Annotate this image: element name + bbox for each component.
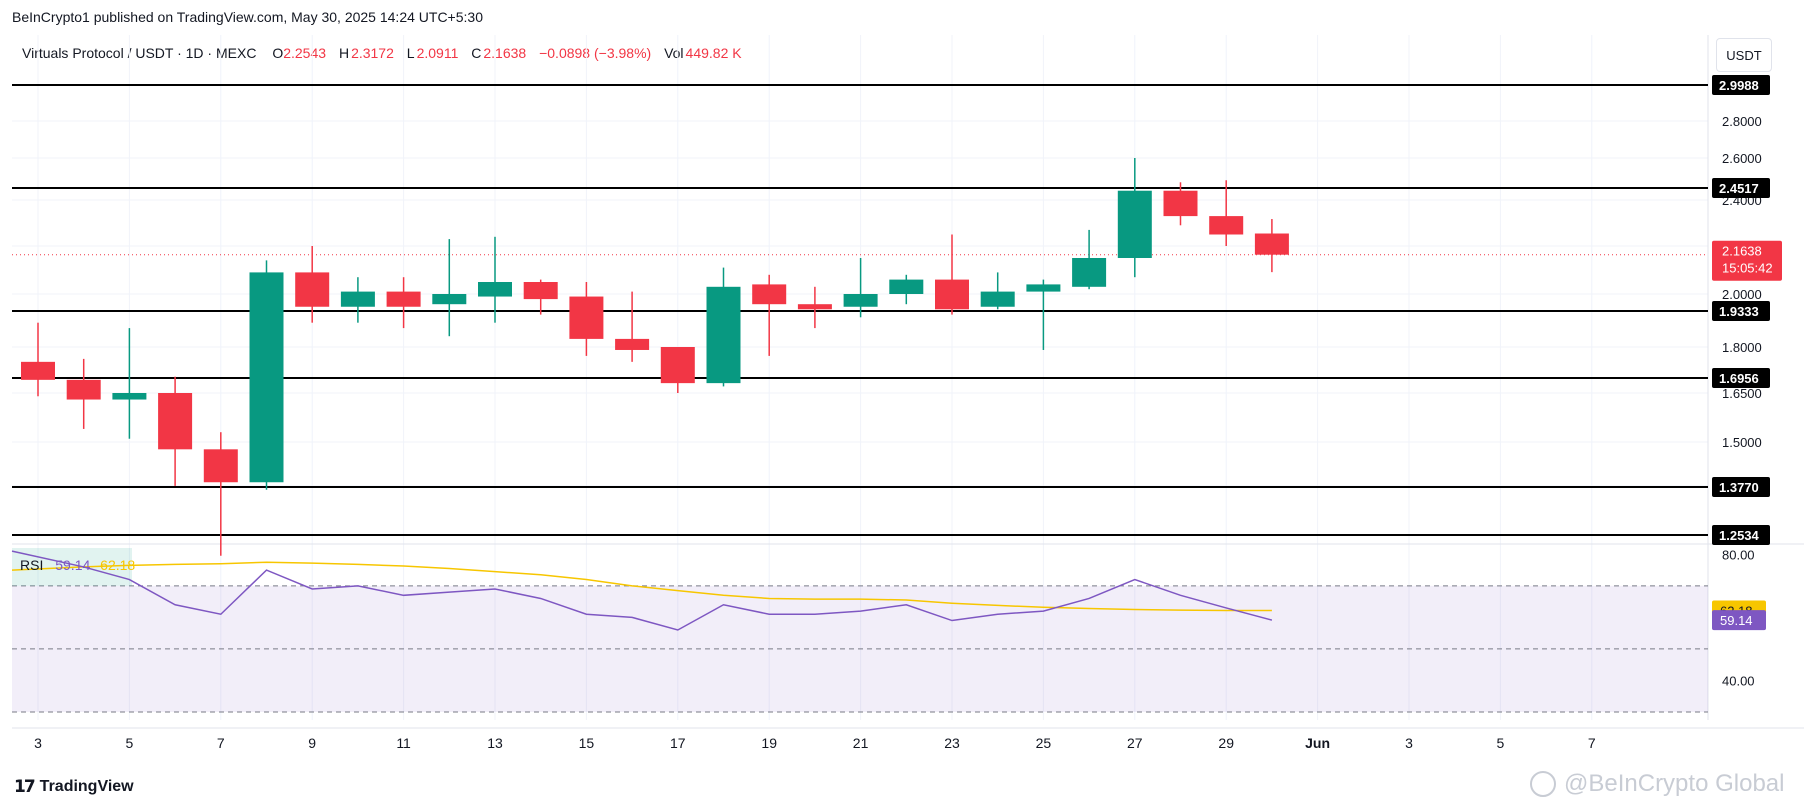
volume-label: Vol (664, 45, 684, 61)
price-tick-label: 2.8000 (1722, 114, 1762, 129)
time-tick-label: 23 (944, 735, 960, 751)
candle-body[interactable] (340, 291, 375, 307)
close-label: C (471, 45, 482, 61)
time-tick-label: 5 (126, 735, 134, 751)
candle-body[interactable] (1163, 190, 1198, 217)
tradingview-logo[interactable]: 𝟭𝟳 TradingView (14, 777, 134, 797)
price-tick-label: 1.5000 (1722, 435, 1762, 450)
candle-body[interactable] (203, 449, 238, 483)
publish-info: BeInCrypto1 published on TradingView.com… (12, 9, 483, 25)
candle-body[interactable] (1209, 216, 1244, 235)
tradingview-logo-text: TradingView (39, 778, 134, 795)
rsi-value-tag (1712, 610, 1766, 631)
volume-value: 449.82 K (685, 45, 742, 61)
time-tick-label: 7 (217, 735, 225, 751)
close-value: 2.1638 (483, 45, 527, 61)
open-label: O (272, 45, 284, 61)
level-price-label: 1.3770 (1719, 480, 1759, 495)
candle-body[interactable] (889, 279, 924, 294)
level-price-tag (1712, 477, 1770, 497)
time-tick-label: 15 (579, 735, 595, 751)
tradingview-logo-icon: 𝟭𝟳 (14, 777, 36, 796)
level-price-label: 2.9988 (1719, 78, 1759, 93)
time-tick-label: 19 (761, 735, 777, 751)
time-tick-label: 3 (34, 735, 42, 751)
level-price-tag (1712, 75, 1770, 95)
symbol-name[interactable]: Virtuals Protocol / USDT · 1D · MEXC (22, 45, 257, 61)
time-tick-label: 9 (308, 735, 316, 751)
candle-body[interactable] (615, 338, 650, 350)
level-price-tag (1712, 301, 1770, 321)
candle-body[interactable] (21, 361, 55, 380)
candle-body[interactable] (1072, 258, 1107, 287)
price-tick-label: 2.0000 (1722, 287, 1762, 302)
watermark-text: @BeInCrypto Global (1564, 770, 1785, 797)
candle-body[interactable] (752, 284, 787, 305)
watermark-icon (1530, 771, 1556, 797)
low-value: 2.0911 (416, 45, 459, 61)
level-price-label: 1.9333 (1719, 304, 1759, 319)
candle-body[interactable] (1254, 233, 1289, 255)
countdown-label: 15:05:42 (1722, 261, 1773, 276)
open-value: 2.2543 (283, 45, 327, 61)
rsi-ma-value: 62.18 (100, 557, 136, 573)
time-tick-label: 17 (670, 735, 686, 751)
time-tick-label: 25 (1036, 735, 1052, 751)
level-price-label: 1.6956 (1719, 371, 1759, 386)
currency-selector[interactable]: USDT (1716, 38, 1772, 72)
candle-body[interactable] (158, 393, 193, 450)
time-tick-label: 29 (1218, 735, 1234, 751)
candle-body[interactable] (112, 393, 147, 400)
symbol-legend: Virtuals Protocol / USDT · 1D · MEXC O2.… (22, 45, 751, 61)
level-price-label: 2.4517 (1719, 181, 1759, 196)
candle-body[interactable] (843, 294, 878, 307)
candle-body[interactable] (797, 304, 832, 310)
candle-body[interactable] (523, 282, 558, 300)
time-tick-label: 11 (396, 735, 411, 751)
price-tick-label: 1.8000 (1722, 340, 1762, 355)
candle-body[interactable] (980, 291, 1015, 307)
last-price-tag (1712, 240, 1782, 281)
level-price-label: 1.2534 (1719, 528, 1760, 543)
rsi-name[interactable]: RSI (20, 557, 44, 573)
candle-body[interactable] (249, 272, 284, 483)
price-tick-label: 2.6000 (1722, 151, 1762, 166)
rsi-value-tag-label: 59.14 (1720, 613, 1753, 628)
rsi-legend: RSI 59.14 62.18 (20, 557, 135, 573)
level-price-tag (1712, 368, 1770, 388)
time-tick-label: 13 (487, 735, 503, 751)
rsi-value: 59.14 (55, 557, 91, 573)
rsi-line[interactable] (11, 550, 1273, 631)
candle-body[interactable] (66, 379, 101, 400)
time-tick-label: 27 (1127, 735, 1143, 751)
rsi-ma-line[interactable] (11, 561, 1272, 612)
candle-body[interactable] (386, 291, 421, 307)
price-tick-label: 1.6500 (1722, 386, 1762, 401)
high-label: H (338, 45, 350, 61)
candle-body[interactable] (706, 286, 741, 384)
high-value: 2.3172 (351, 45, 394, 61)
candle-body[interactable] (478, 282, 512, 297)
time-tick-label: 21 (853, 735, 869, 751)
candle-body[interactable] (569, 296, 604, 339)
level-price-tag (1712, 178, 1770, 198)
watermark: @BeInCrypto Global (1530, 770, 1784, 798)
time-tick-label: 3 (1405, 735, 1413, 751)
candle-body[interactable] (935, 279, 969, 310)
time-tick-label: Jun (1305, 735, 1330, 751)
candle-body[interactable] (1117, 190, 1152, 258)
level-price-tag (1712, 525, 1770, 545)
rsi-tick-label: 40.00 (1722, 673, 1755, 688)
candle-body[interactable] (660, 347, 695, 384)
low-label: L (406, 45, 415, 61)
candle-body[interactable] (1026, 284, 1061, 292)
time-tick-label: 7 (1588, 735, 1596, 751)
rsi-tick-label: 80.00 (1722, 547, 1755, 562)
candle-body[interactable] (295, 272, 330, 307)
last-price-label: 2.1638 (1722, 244, 1762, 259)
time-tick-label: 5 (1497, 735, 1505, 751)
change-value: −0.0898 (−3.98%) (539, 45, 652, 61)
candle-body[interactable] (432, 294, 467, 305)
